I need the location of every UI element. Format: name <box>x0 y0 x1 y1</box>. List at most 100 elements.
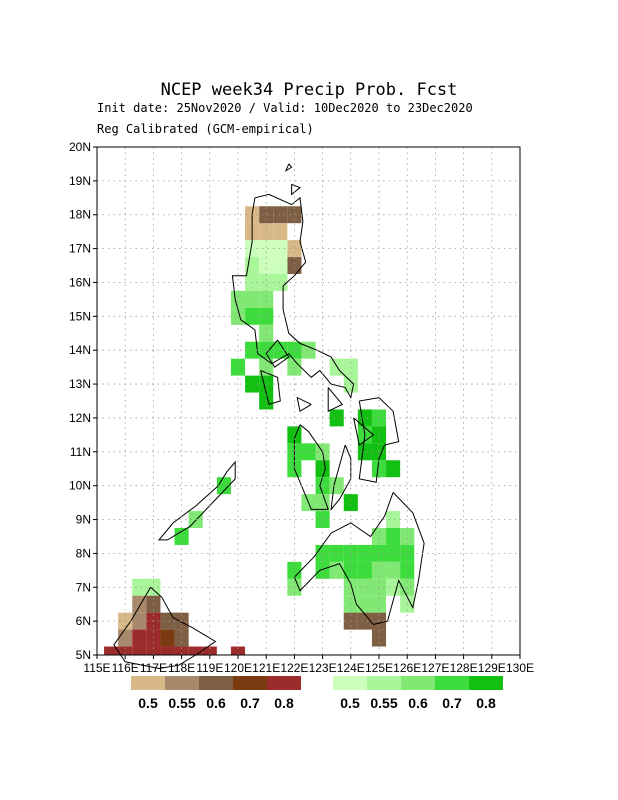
probability-cell <box>287 257 302 274</box>
lat-tick-label: 6N <box>76 614 91 628</box>
coastline <box>284 163 293 172</box>
lat-tick-label: 12N <box>69 411 91 425</box>
probability-cell <box>273 223 288 241</box>
probability-cell <box>230 646 246 655</box>
probability-cell <box>287 206 302 224</box>
legend-label: 0.8 <box>274 695 294 711</box>
probability-cell <box>146 629 161 647</box>
probability-cell <box>386 578 401 596</box>
legend-below-normal: 0.5 0.55 0.6 0.7 0.8 <box>131 676 301 711</box>
probability-cell <box>273 206 288 224</box>
probability-cell <box>230 290 246 308</box>
probability-cell <box>371 528 387 545</box>
probability-cell <box>329 409 344 427</box>
probability-cell <box>118 646 133 655</box>
probability-cell <box>371 629 387 647</box>
coastline <box>260 370 281 406</box>
lon-tick-label: 127E <box>421 661 449 675</box>
probability-cell <box>287 561 302 579</box>
probability-cell <box>371 460 387 478</box>
legend-label: 0.8 <box>476 695 496 711</box>
legend-swatch <box>267 676 301 690</box>
coastline <box>291 183 301 196</box>
coastline <box>353 417 375 446</box>
legend-swatch <box>333 676 367 690</box>
probability-cell <box>174 528 189 545</box>
legend-swatch <box>435 676 469 690</box>
legend-above-normal: 0.5 0.55 0.6 0.7 0.8 <box>333 676 503 711</box>
lon-tick-label: 115E <box>83 661 110 675</box>
coastline <box>265 339 290 368</box>
probability-cell <box>259 307 274 325</box>
probability-cell <box>315 561 330 579</box>
probability-cell <box>273 341 288 359</box>
probability-cell <box>132 578 147 596</box>
lon-tick-label: 116E <box>112 661 139 675</box>
coastline <box>358 397 400 483</box>
coastline <box>293 492 425 626</box>
coastline <box>113 586 217 670</box>
probability-cell <box>400 561 415 579</box>
probability-cell <box>315 494 330 512</box>
probability-cell <box>329 477 344 495</box>
probability-cell <box>202 646 217 655</box>
probability-cell <box>132 629 147 647</box>
lon-tick-label: 119E <box>196 661 223 675</box>
probability-cell <box>357 578 372 596</box>
probability-cell <box>160 629 175 647</box>
lat-tick-label: 15N <box>69 309 91 323</box>
lat-tick-label: 8N <box>76 546 91 560</box>
lon-tick-label: 124E <box>337 661 365 675</box>
probability-cell <box>259 274 274 291</box>
map-frame <box>96 146 521 656</box>
probability-cell <box>371 426 387 444</box>
legend-swatch <box>469 676 503 690</box>
probability-cell <box>104 646 119 655</box>
probability-cell <box>287 240 302 258</box>
probability-cell <box>132 612 147 630</box>
probability-cell <box>357 544 372 562</box>
lon-tick-label: 122E <box>280 661 308 675</box>
probability-cell <box>132 646 147 655</box>
legend-label: 0.7 <box>240 695 260 711</box>
grid-lines <box>97 147 520 655</box>
legend-swatch <box>165 676 199 690</box>
lon-tick-label: 130E <box>506 661 534 675</box>
probability-cell <box>386 460 401 478</box>
probability-cell <box>343 561 358 579</box>
probability-cell <box>174 646 189 655</box>
probability-cell <box>386 544 401 562</box>
lon-tick-label: 117E <box>140 661 167 675</box>
latitude-ticks: 5N 6N 7N 8N 9N 10N 11N 12N 13N 14N 15N 16N 17N 18N 19N… <box>69 140 97 662</box>
probability-cell <box>273 257 288 274</box>
probability-cell <box>357 612 372 630</box>
probability-cell <box>259 341 274 359</box>
lat-tick-label: 20N <box>69 140 91 154</box>
probability-cell <box>273 274 288 291</box>
legend-label: 0.6 <box>408 695 428 711</box>
coastline <box>293 424 329 510</box>
probability-cell <box>357 561 372 579</box>
legend-label: 0.55 <box>370 695 397 711</box>
lat-tick-label: 7N <box>76 580 91 594</box>
probability-cell <box>259 324 274 342</box>
probability-cell <box>259 206 274 224</box>
coastline <box>296 396 312 412</box>
legend-swatch <box>233 676 267 690</box>
lon-tick-label: 118E <box>168 661 195 675</box>
probability-cell <box>259 240 274 258</box>
probability-cell <box>400 544 415 562</box>
lon-tick-label: 120E <box>224 661 252 675</box>
probability-cell <box>301 341 316 359</box>
legend-swatch <box>131 676 165 690</box>
probability-cell <box>259 290 274 308</box>
legend-label: 0.5 <box>340 695 360 711</box>
probability-cell <box>146 646 161 655</box>
probability-cell <box>386 561 401 579</box>
lat-tick-label: 13N <box>69 377 91 391</box>
probability-cell <box>245 290 260 308</box>
lat-tick-label: 18N <box>69 208 91 222</box>
subtitle-dates: Init date: 25Nov2020 / Valid: 10Dec2020 … <box>97 101 473 115</box>
probability-cell <box>259 257 274 274</box>
